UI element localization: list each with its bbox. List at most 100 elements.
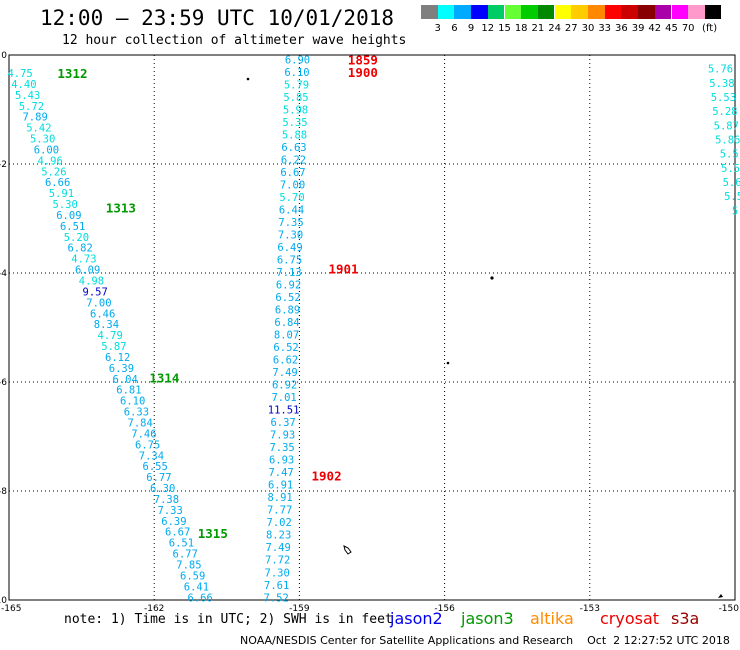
wave-height-value: 5.91 — [49, 188, 74, 200]
legend-swatch — [638, 5, 655, 19]
wave-height-value: 7.72 — [265, 555, 290, 567]
wave-height-value: 7.01 — [271, 392, 296, 404]
wave-height-value: 7.61 — [264, 580, 289, 592]
wave-height-value: 11.51 — [268, 405, 300, 417]
wave-height-value: 6.92 — [276, 280, 301, 292]
wave-height-value: 7.77 — [267, 505, 292, 517]
legend-unit: (ft) — [702, 23, 718, 34]
wave-height-value: 5.53 — [711, 92, 736, 104]
wave-height-value: 8.07 — [274, 330, 299, 342]
wave-height-value: 7.34 — [139, 450, 164, 462]
time-label: 1314 — [149, 371, 179, 386]
wave-height-value: 7.89 — [22, 112, 47, 124]
y-tick-label: -10 — [0, 596, 7, 606]
satellite-jason2: jason2 — [390, 609, 443, 628]
wave-height-value: 4.96 — [37, 155, 62, 167]
legend-label: 6 — [451, 23, 458, 34]
legend-label: 42 — [648, 23, 662, 34]
wave-height-value: 7.49 — [266, 542, 291, 554]
wave-height-value: 7.02 — [266, 517, 291, 529]
wave-height-value: 5.72 — [19, 101, 44, 113]
plot-frame — [8, 54, 736, 601]
wave-height-value: 6.49 — [277, 242, 302, 254]
wave-height-value: 7.38 — [154, 494, 179, 506]
altimeter-plot: -165 -162 -159 -156 -153 -150 0 -2 -4 -6 -8 -10 4.75… — [0, 51, 740, 612]
legend-swatch — [704, 5, 722, 19]
wave-height-value: 6.51 — [60, 221, 85, 233]
legend-label: 15 — [498, 23, 511, 34]
wave-height-value: 5.38 — [709, 78, 734, 90]
wave-height-value: 4.75 — [7, 68, 32, 80]
wave-height-value: 6.77 — [173, 549, 198, 561]
wave-height-value: 6.41 — [184, 581, 209, 593]
wave-height-value: 6.84 — [274, 317, 299, 329]
legend-label: 33 — [598, 23, 612, 34]
wave-height-value: 6.92 — [272, 380, 297, 392]
legend-swatch — [537, 5, 555, 19]
wave-height-value: 6.75 — [277, 255, 302, 267]
y-tick-label: -8 — [0, 487, 7, 497]
satellite-jason3: jason3 — [461, 609, 514, 628]
time-label: 1900 — [348, 65, 378, 80]
legend-swatch — [604, 5, 622, 19]
wave-height-value: 6.52 — [273, 342, 298, 354]
map-subtitle: 12 hour collection of altimeter wave hei… — [62, 33, 407, 48]
satellite-s3a: s3a — [671, 609, 700, 628]
wave-height-value: 6.67 — [165, 527, 190, 539]
wave-height-value: 6.75 — [135, 439, 160, 451]
wave-height-value: 7.35 — [269, 442, 294, 454]
x-tick-label: -156 — [434, 604, 455, 612]
wave-height-value: 5.6 — [723, 177, 740, 189]
x-tick-label: -159 — [289, 604, 310, 612]
time-label: 1901 — [328, 262, 358, 277]
time-label: 1315 — [198, 526, 228, 541]
wave-height-value: 7.33 — [158, 505, 183, 517]
legend-swatch — [588, 5, 605, 19]
wave-height-value: 7.30 — [278, 229, 303, 241]
wave-height-value: 5.98 — [283, 104, 308, 116]
wave-height-value: 5.76 — [708, 64, 733, 76]
wave-height-value: 6.39 — [109, 363, 134, 375]
wave-height-value: 6.89 — [275, 305, 300, 317]
credit-text: NOAA/NESDIS Center for Satellite Applica… — [240, 634, 574, 647]
legend-swatch — [487, 5, 505, 19]
legend-label: 24 — [548, 23, 561, 34]
legend-swatch — [421, 5, 438, 19]
wave-height-value: 6.33 — [124, 407, 149, 419]
wave-height-value: 5.28 — [712, 106, 737, 118]
legend-label: 39 — [631, 23, 645, 34]
wave-height-value: 5.88 — [282, 129, 307, 141]
time-label: 1859 — [348, 52, 378, 67]
legend-swatch — [571, 5, 588, 19]
wave-height-value: 5.43 — [15, 90, 40, 102]
legend-swatch — [504, 5, 521, 19]
x-tick-label: -162 — [144, 604, 164, 612]
legend-label: 36 — [615, 23, 628, 34]
wave-height-value: 6.90 — [285, 54, 310, 66]
wave-height-value: 6.37 — [270, 417, 295, 429]
wave-height-value: 6.81 — [116, 385, 141, 397]
wave-height-value: 6.09 — [56, 210, 81, 222]
wave-height-value: 5.5 — [724, 191, 740, 203]
wave-height-value: 7.00 — [86, 297, 111, 309]
wave-height-value: 6.22 — [281, 154, 306, 166]
wave-height-value: 6.67 — [280, 167, 305, 179]
wave-height-value: 6.63 — [281, 142, 306, 154]
island-mark — [718, 594, 723, 598]
legend-label: 27 — [564, 23, 578, 34]
x-tick-label: -150 — [719, 604, 740, 612]
wave-height-value: 6.39 — [161, 516, 186, 528]
wave-height-value: 6.66 — [45, 177, 70, 189]
wave-height-value: 5.85 — [283, 92, 308, 104]
wave-height-value: 5.42 — [26, 123, 51, 135]
legend-swatch — [654, 5, 672, 19]
legend-swatch — [621, 5, 638, 19]
map-title: 12:00 — 23:59 UTC 10/01/2018 — [40, 6, 395, 30]
wave-height-value: 7.30 — [265, 567, 290, 579]
legend-label: 18 — [514, 23, 528, 34]
legend-label: 70 — [681, 23, 695, 34]
wave-height-value: 6.51 — [169, 538, 194, 550]
island-mark — [343, 545, 352, 555]
satellite-cryosat: cryosat — [600, 609, 660, 628]
wave-height-value: 5.30 — [30, 134, 55, 146]
